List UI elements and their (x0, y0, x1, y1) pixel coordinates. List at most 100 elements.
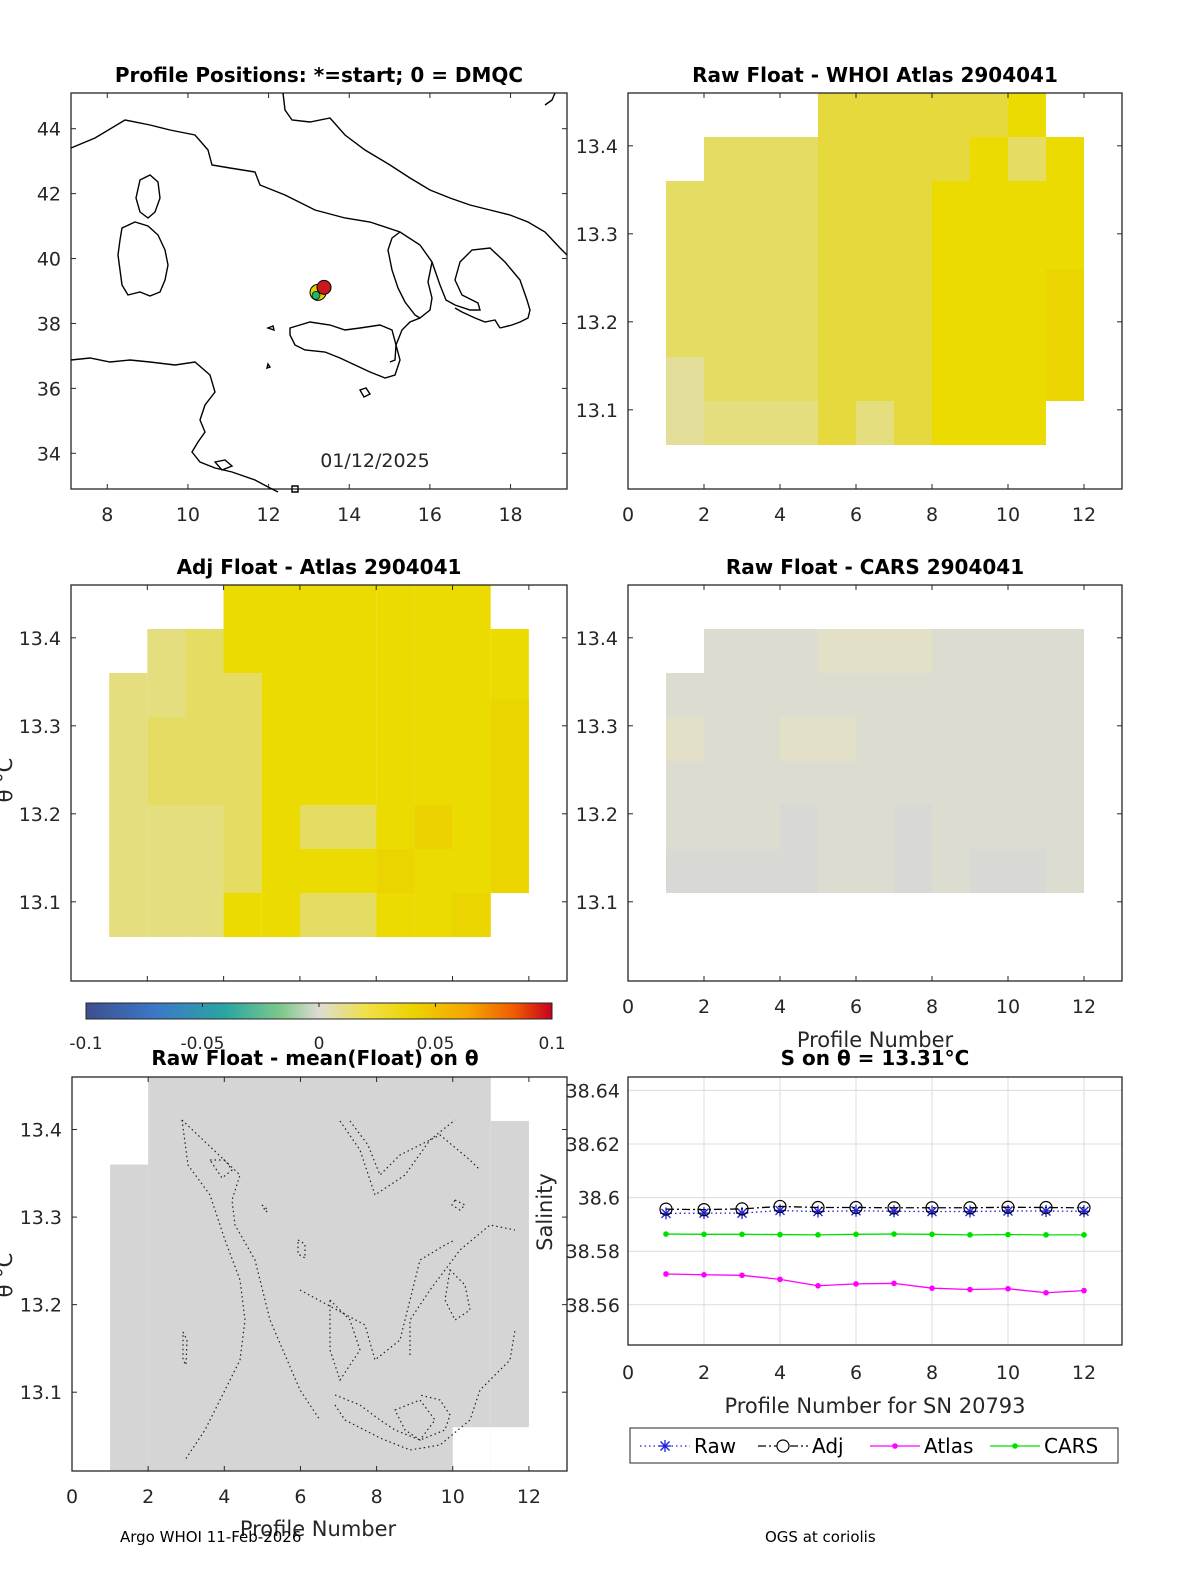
salinity-ytick-label: 38.56 (566, 1295, 620, 1317)
xtick-label: 2 (698, 996, 710, 1018)
map-date: 01/12/2025 (320, 450, 430, 472)
xtick-label: 8 (371, 1486, 383, 1508)
profile-recent-dot (316, 279, 332, 295)
heatmap-cell (818, 629, 932, 673)
adj-atlas-frame (70, 584, 568, 982)
heatmap-cell (109, 673, 148, 937)
xtick-label: 10 (996, 504, 1020, 526)
coastline (70, 92, 568, 493)
xtick-label: 12 (1072, 996, 1096, 1018)
heatmap-cell (780, 805, 818, 893)
map-ytick-label: 38 (37, 313, 61, 335)
salinity-ytick-label: 38.58 (566, 1241, 620, 1263)
heatmap-cell (1008, 137, 1046, 181)
ytick-label: 13.2 (576, 804, 618, 826)
raw-minus-mean-ylabel: θ °C (0, 1253, 17, 1298)
ytick-label: 13.2 (576, 312, 618, 334)
heatmap-cell (452, 893, 491, 937)
raw-cars-panel: Raw Float - CARS 2904041 0 2 4 6 8 10 12 13.4 13… (576, 555, 1123, 1052)
heatmap-cell (261, 585, 377, 937)
data-point-cars (815, 1232, 821, 1238)
map-title: Profile Positions: *=start; 0 = DMQC (115, 63, 523, 87)
data-point-cars (663, 1231, 669, 1237)
salinity-xtick-label: 4 (774, 1362, 786, 1384)
heatmap-cell (452, 1427, 491, 1471)
heatmap-cell (818, 93, 932, 445)
data-point-adj (849, 1200, 863, 1215)
legend-label-atlas: Atlas (924, 1434, 973, 1458)
data-point-atlas (663, 1271, 669, 1277)
salinity-ytick-label: 38.6 (578, 1188, 620, 1210)
data-point-adj (735, 1202, 749, 1216)
ytick-label: 13.4 (19, 628, 61, 650)
raw-whoi-frame (627, 92, 1123, 490)
salinity-ytick-label: 38.62 (566, 1134, 620, 1156)
heatmap-cell (704, 137, 818, 445)
legend-marker-cars (1012, 1443, 1018, 1449)
legend-marker-raw (659, 1440, 671, 1452)
heatmap-cell (932, 93, 970, 181)
heatmap-cell (666, 357, 704, 445)
data-point-cars (891, 1231, 897, 1237)
data-point-raw (850, 1204, 862, 1217)
data-point-atlas (739, 1272, 745, 1279)
raw-minus-mean-panel: Raw Float - mean(Float) on θ 0 2 4 6 8 10 12 13… (0, 1046, 568, 1541)
raw-minus-mean-ticks: 0 2 4 6 8 10 12 13.4 13.3 13.2 13.1 (20, 1077, 567, 1508)
salinity-ticks: 0 2 4 6 8 10 12 38.64 38.62 38.6 38.58 38.56 (566, 1080, 1097, 1384)
xtick-label: 0 (622, 504, 634, 526)
map-xtick-label: 16 (418, 504, 442, 526)
data-point-adj (773, 1199, 787, 1214)
series-line-atlas (665, 1273, 1085, 1294)
data-point-cars (1081, 1232, 1087, 1238)
adj-atlas-title: Adj Float - Atlas 2904041 (177, 555, 462, 579)
data-point-adj (697, 1203, 711, 1217)
xtick-label: 0 (622, 996, 634, 1018)
colorbar-tick-label: 0 (314, 1034, 325, 1054)
data-point-adj (659, 1202, 673, 1216)
xtick-label: 4 (774, 504, 786, 526)
salinity-xtick-label: 6 (850, 1362, 862, 1384)
map-frame (70, 92, 568, 490)
heatmap-cell (742, 401, 818, 445)
data-point-cars (701, 1231, 707, 1238)
data-point-cars (929, 1231, 935, 1238)
data-point-cars (1043, 1232, 1049, 1238)
salinity-frame (627, 1076, 1123, 1346)
heatmap-cell (894, 805, 932, 893)
data-point-atlas (967, 1286, 973, 1293)
map-panel: Profile Positions: *=start; 0 = DMQC (37, 63, 568, 526)
xtick-label: 0 (66, 1486, 78, 1508)
salinity-title: S on θ = 13.31°C (781, 1046, 970, 1070)
heatmap-cell (666, 717, 704, 761)
data-point-cars (967, 1232, 973, 1238)
salinity-legend: Raw Adj Atlas CARS (629, 1427, 1119, 1464)
heatmap-cell (490, 1077, 529, 1121)
map-xtick-label: 18 (498, 504, 522, 526)
heatmap-cell (970, 93, 1008, 137)
data-point-cars (853, 1231, 859, 1238)
raw-minus-mean-xlabel: Profile Number (240, 1517, 397, 1541)
xtick-label: 8 (926, 996, 938, 1018)
xtick-label: 4 (218, 1486, 230, 1508)
xtick-label: 6 (850, 504, 862, 526)
salinity-xlabel: Profile Number for SN 20793 (724, 1394, 1025, 1418)
series-line-adj (665, 1205, 1085, 1211)
heatmap-cell (110, 1164, 149, 1471)
colorbar-ticks: -0.1 -0.05 0 0.05 0.1 (69, 1003, 566, 1054)
colorbar-tick-label: -0.1 (69, 1034, 102, 1054)
contour-lines (181, 1119, 516, 1461)
raw-minus-mean-cells (110, 1077, 529, 1471)
legend-label-adj: Adj (812, 1434, 844, 1458)
map-xtick-label: 10 (176, 504, 200, 526)
ytick-label: 13.2 (19, 804, 61, 826)
raw-whoi-panel: Raw Float - WHOI Atlas 2904041 0 2 4 6 8 10 12… (576, 63, 1123, 526)
salinity-series (659, 1199, 1091, 1296)
heatmap-cell (299, 893, 377, 937)
xtick-label: 10 (441, 1486, 465, 1508)
raw-cars-xlabel: Profile Number (797, 1028, 954, 1052)
data-point-atlas (853, 1281, 859, 1287)
ytick-label: 13.4 (576, 136, 618, 158)
colorbar-tick-label: 0.1 (538, 1034, 565, 1054)
adj-atlas-cells (109, 585, 529, 937)
